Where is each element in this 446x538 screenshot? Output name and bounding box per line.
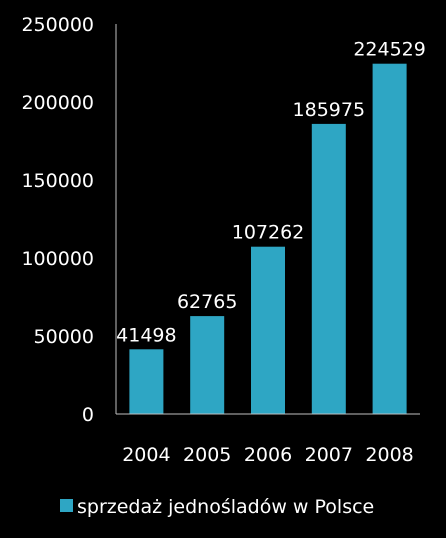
x-tick-label-2008: 2008 bbox=[365, 444, 413, 466]
y-tick-label: 100000 bbox=[21, 248, 94, 270]
bar-2006 bbox=[251, 246, 285, 414]
bar-2004 bbox=[129, 349, 164, 414]
y-tick-label: 0 bbox=[82, 404, 94, 426]
x-tick-label-2005: 2005 bbox=[183, 444, 231, 466]
y-tick-label: 200000 bbox=[21, 92, 94, 114]
x-tick-label-2006: 2006 bbox=[244, 444, 292, 466]
bar-2008 bbox=[372, 63, 407, 414]
data-label-2007: 185975 bbox=[293, 99, 366, 121]
x-tick-label-2007: 2007 bbox=[305, 444, 353, 466]
y-axis: 0 50000 100000 150000 200000 250000 bbox=[21, 14, 117, 426]
data-label-2004: 41498 bbox=[116, 324, 176, 346]
data-label-2008: 224529 bbox=[353, 39, 426, 61]
bar-2007 bbox=[311, 123, 346, 415]
legend: sprzedaż jednośladów w Polsce bbox=[60, 496, 374, 518]
x-tick-label-2004: 2004 bbox=[122, 444, 170, 466]
legend-swatch bbox=[60, 499, 73, 512]
data-label-2006: 107262 bbox=[232, 222, 305, 244]
legend-label: sprzedaż jednośladów w Polsce bbox=[77, 496, 374, 518]
y-tick-label: 50000 bbox=[34, 326, 94, 348]
y-tick-label: 250000 bbox=[21, 14, 94, 36]
x-axis: 2004 2005 2006 2007 2008 bbox=[116, 413, 420, 466]
data-label-2005: 62765 bbox=[177, 291, 237, 313]
y-tick-label: 150000 bbox=[21, 170, 94, 192]
bar-2005 bbox=[190, 316, 225, 414]
